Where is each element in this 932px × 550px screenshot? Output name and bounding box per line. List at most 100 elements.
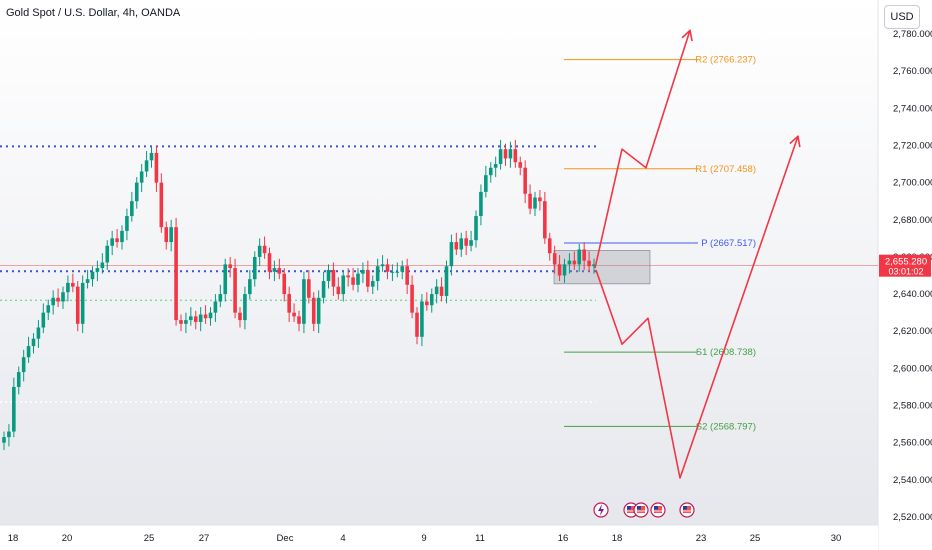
candle [21, 349, 26, 382]
time-axis-bg [0, 525, 878, 550]
candle-body [31, 338, 36, 347]
candle [12, 377, 16, 438]
candle [238, 307, 242, 328]
candle-body [154, 152, 159, 183]
candle-body [115, 238, 119, 243]
y-tick-label: 2,740.000 [893, 103, 932, 114]
x-tick-label: 23 [696, 533, 707, 544]
candle [513, 139, 518, 168]
candle [248, 269, 252, 300]
candle [85, 269, 90, 289]
candle [572, 251, 577, 270]
candle [351, 268, 355, 291]
candle-body [533, 197, 537, 209]
candle-body [223, 264, 228, 295]
candle-body [287, 294, 291, 313]
y-tick-label: 2,640.000 [893, 289, 932, 300]
candle [493, 156, 498, 178]
economic-event-icon[interactable] [593, 502, 609, 518]
candle-body [189, 316, 193, 321]
candle [41, 303, 46, 334]
candle [346, 268, 350, 287]
candle [184, 312, 188, 334]
candle-body [429, 294, 434, 306]
x-tick-label: 4 [340, 533, 345, 544]
candle [115, 229, 119, 248]
candle [331, 262, 336, 296]
us-flag-event-icon[interactable] [633, 502, 649, 518]
candle [370, 275, 375, 295]
currency-button[interactable]: USD [884, 5, 920, 29]
candle [400, 260, 405, 280]
candle [75, 281, 80, 332]
candle-body [425, 301, 429, 306]
candle [469, 230, 473, 252]
x-tick-label: 9 [421, 533, 426, 544]
candle-body [267, 253, 272, 272]
candle [80, 275, 85, 334]
candle-body [307, 279, 311, 298]
us-flag-event-icon[interactable] [650, 502, 666, 518]
candle [454, 232, 459, 256]
candle [547, 232, 552, 261]
candle [228, 256, 232, 278]
candle [587, 251, 591, 272]
candle-body [125, 216, 129, 231]
candle-body [198, 314, 203, 322]
candle [174, 217, 178, 326]
candle [159, 173, 164, 233]
candle [390, 264, 395, 282]
candle-body [75, 286, 80, 324]
candle-body [208, 312, 213, 319]
x-tick-label: 25 [144, 533, 155, 544]
candle-body [493, 164, 498, 168]
candle [56, 288, 60, 308]
x-tick-label: 27 [199, 533, 210, 544]
candle [380, 255, 385, 272]
candle [543, 191, 547, 244]
candle [51, 290, 55, 315]
candle-body [420, 301, 424, 337]
candle-body [12, 386, 16, 432]
candle-body [390, 271, 395, 273]
candle-body [297, 316, 301, 324]
candle [26, 336, 31, 363]
candle [582, 242, 586, 270]
candle-body [21, 357, 26, 373]
candle-body [7, 431, 11, 438]
candle [321, 271, 326, 304]
candle [577, 243, 582, 272]
candle [144, 151, 149, 178]
candle [498, 139, 503, 170]
candle-body [159, 182, 164, 228]
y-tick-label: 2,560.000 [893, 438, 932, 449]
candle [218, 284, 223, 308]
candle [282, 268, 287, 302]
pivot-label: R2 (2766.237) [695, 55, 756, 66]
candle-body [243, 294, 247, 321]
price-badge-value: 2,655.280 [885, 257, 927, 268]
x-tick-label: 18 [612, 533, 623, 544]
us-flag-event-icon[interactable] [679, 502, 695, 518]
candle [552, 245, 557, 274]
candle [164, 221, 169, 250]
candle-body [144, 160, 149, 172]
candle [233, 258, 237, 319]
candle-body [557, 264, 562, 276]
candle-body [120, 230, 124, 243]
candle-body [179, 320, 183, 324]
candle [95, 260, 100, 282]
candle-body [449, 242, 454, 267]
candle-body [395, 271, 400, 273]
candle [474, 210, 478, 248]
candle-body [479, 191, 483, 217]
candle [385, 258, 390, 280]
candle-body [528, 193, 532, 209]
candle-body [203, 314, 208, 319]
candle [287, 286, 291, 322]
x-tick-label: 30 [831, 533, 842, 544]
candle [375, 258, 380, 291]
candle [439, 277, 444, 302]
